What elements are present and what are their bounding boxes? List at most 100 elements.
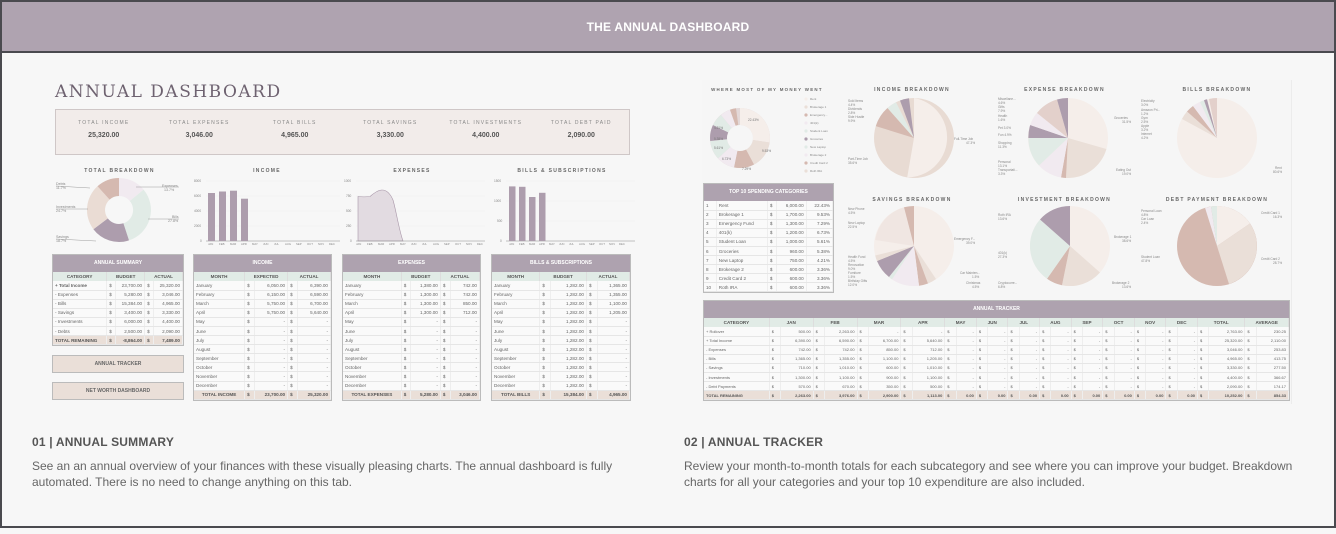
month-label: October [343, 362, 402, 373]
month-value: 1,100.00 [868, 354, 902, 364]
svg-text:Rent: Rent [1275, 166, 1282, 170]
svg-text:New Laptop: New Laptop [810, 145, 826, 149]
actual-value: - [597, 353, 631, 364]
month-value: - [1050, 381, 1072, 392]
currency-symbol: $ [767, 264, 778, 275]
currency-symbol: $ [539, 344, 551, 355]
actual-value: 6,390.00 [297, 281, 332, 291]
budget-value: 2,500.00 [115, 326, 146, 337]
svg-text:APR: APR [241, 242, 247, 245]
month-value: - [956, 354, 977, 364]
month-value: - [987, 345, 1009, 355]
table-row: October $ - $ - [194, 362, 332, 373]
currency-symbol: $ [1071, 327, 1084, 337]
currency-symbol: $ [1134, 336, 1147, 346]
svg-text:SEP: SEP [444, 242, 450, 245]
table-row: - Expenses $742.00 $742.00 $850.00 $712.00 $ -… [704, 345, 1290, 355]
currency-symbol: - Debts [53, 326, 108, 337]
actual-value: 3,046.00 [153, 290, 184, 300]
total-actual: 25,320.00 [297, 390, 332, 400]
budget-value: - [254, 335, 289, 346]
svg-text:0: 0 [500, 239, 502, 243]
month-value: - [868, 327, 902, 337]
table-row: 2 Brokerage 1 $1,700.00 9.53% [704, 210, 834, 220]
currency-symbol: $ [813, 345, 826, 355]
svg-text:Emergency F...: Emergency F... [954, 237, 975, 241]
svg-text:Cryptocurre...: Cryptocurre... [998, 281, 1017, 285]
budget-value: 1,300.00 [410, 290, 441, 300]
table-row: October $ - $ - [343, 362, 481, 373]
total-value: 854.33 [1256, 390, 1290, 401]
month-label: June [492, 326, 541, 337]
currency-symbol: $ [440, 290, 451, 300]
budget-value: 3,400.00 [115, 308, 146, 318]
svg-text:Brokerage 1: Brokerage 1 [810, 105, 827, 109]
month-value: 670.00 [824, 381, 858, 392]
currency-symbol: $ [1197, 354, 1210, 364]
total-label: TOTAL INCOME [194, 390, 246, 400]
actual-value: - [450, 335, 481, 346]
svg-text:Part-Time Job: Part-Time Job [848, 157, 868, 161]
currency-symbol: $ [401, 299, 412, 309]
actual-value: 4,965.00 [153, 299, 184, 309]
category-label: - Expenses [704, 345, 770, 355]
budget-value: - [410, 362, 441, 373]
table-row: November $ - $ - [343, 371, 481, 382]
net-worth-dashboard-button[interactable]: NET WORTH DASHBOARD [52, 382, 184, 400]
currency: $ [144, 335, 154, 346]
month-label: January [492, 281, 541, 291]
amount: 1,700.00 [776, 210, 807, 220]
svg-text:Eating Out: Eating Out [1116, 168, 1131, 172]
currency-symbol: $ [857, 336, 869, 346]
table-title: EXPENSES [343, 255, 480, 272]
currency: $ [106, 326, 116, 337]
total-value: 0.00 [987, 390, 1009, 401]
currency-symbol: $ [586, 317, 598, 327]
currency-symbol: $ [900, 336, 913, 346]
rank: 9 [704, 273, 717, 284]
budget-value: 1,282.00 [550, 317, 587, 327]
table-title: BILLS & SUBSCRIPTIONS [492, 255, 630, 272]
table-row: - Debt Payments $570.00 $670.00 $350.00 $500… [704, 381, 1290, 392]
month-value: 6,590.00 [824, 336, 858, 346]
currency-symbol: $ [287, 308, 298, 318]
month-value: 230.25 [1256, 327, 1290, 337]
actual-value: - [297, 381, 332, 391]
currency: $ [106, 299, 116, 309]
budget-value: - [254, 362, 289, 373]
table-title: ANNUAL TRACKER [704, 301, 1289, 318]
svg-text:Personal Loan: Personal Loan [1141, 209, 1162, 213]
table-row: December $ - $ - [343, 381, 481, 391]
svg-text:Furniture: Furniture [848, 271, 861, 275]
month-value: - [1050, 354, 1072, 364]
budget-value: 1,300.00 [410, 299, 441, 309]
month-value: - [956, 336, 977, 346]
actual-value: 6,590.00 [297, 290, 332, 300]
actual-value: - [597, 381, 631, 391]
table-row: April $5,750.00 $5,640.00 [194, 308, 332, 318]
month-value: - [912, 327, 946, 337]
svg-text:4000: 4000 [194, 209, 201, 213]
category-label: Bills [57, 301, 67, 307]
actual-value: - [450, 381, 481, 391]
month-value: - [1019, 345, 1041, 355]
currency-symbol: $ [1134, 390, 1147, 401]
svg-text:APR: APR [389, 242, 395, 245]
currency-symbol: $ [1134, 345, 1147, 355]
actual-value: - [597, 335, 631, 346]
table-row: March $5,750.00 $6,700.00 [194, 299, 332, 309]
actual-value: - [450, 371, 481, 382]
rank: 7 [704, 255, 717, 266]
currency-symbol: $ [769, 381, 782, 392]
amount: 1,000.00 [776, 237, 807, 247]
currency-symbol: $ [539, 362, 551, 373]
currency: $ [144, 290, 154, 300]
category-label: New Laptop [716, 255, 768, 266]
annual-tracker-button[interactable]: ANNUAL TRACKER [52, 355, 184, 373]
currency-symbol: $ [1134, 363, 1147, 373]
actual-value: - [297, 344, 332, 355]
table-row: - Investments $6,000.00 $4,400.00 [53, 317, 184, 327]
kpi-label: TOTAL SAVINGS [363, 120, 418, 126]
month-value: 4,400.00 [1208, 372, 1246, 383]
month-value: 712.00 [912, 345, 946, 355]
